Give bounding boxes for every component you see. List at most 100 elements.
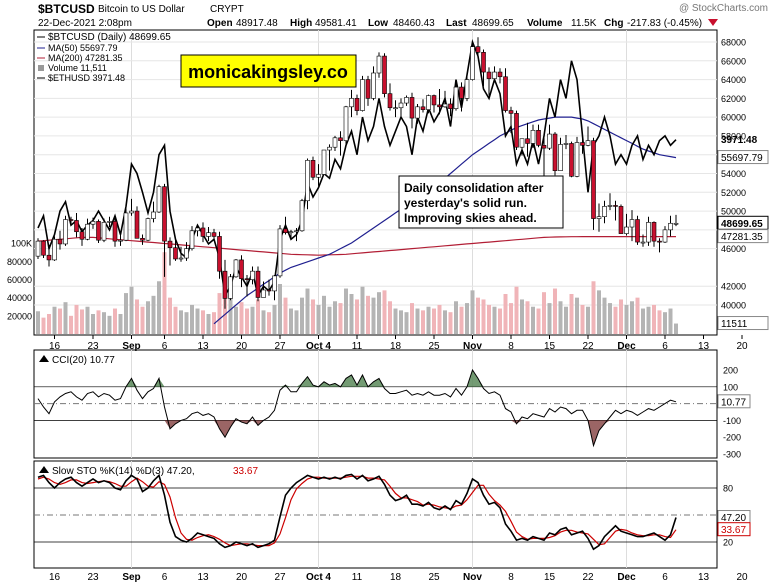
volume-bar: [316, 304, 321, 334]
cci-tick-label: -100: [723, 416, 741, 426]
volume-bar: [410, 303, 414, 334]
volume-bar: [465, 303, 469, 334]
volume-bar: [184, 312, 189, 334]
candle-body: [74, 220, 79, 233]
x-tick-label: 15: [544, 341, 556, 352]
volume-bar: [41, 317, 46, 334]
candle-body: [250, 270, 255, 280]
candle-body: [547, 133, 552, 149]
volume-bar: [129, 286, 134, 334]
candle-body: [360, 79, 365, 111]
legend: $BTCUSD (Daily) 48699.65 MA(50) 55697.79…: [37, 32, 171, 83]
candle-body: [629, 219, 635, 228]
stoch-tick-label: 80: [723, 484, 733, 494]
volume-bar: [399, 310, 403, 334]
candle-body: [41, 240, 46, 256]
candle-body: [536, 129, 541, 146]
header-open-label: Open: [207, 18, 233, 29]
legend-price: $BTCUSD (Daily) 48699.65: [48, 32, 171, 43]
volume-tick-label: 60000: [7, 275, 32, 285]
x-tick-label: 27: [274, 341, 286, 352]
candle-body: [266, 289, 272, 292]
candle-body: [657, 240, 662, 243]
candle-body: [569, 143, 574, 177]
volume-bar: [267, 312, 271, 334]
price-tick-label: 58000: [721, 131, 746, 141]
candle-body: [602, 206, 607, 218]
volume-bar: [630, 301, 634, 334]
volume-bar: [531, 306, 535, 334]
volume-bar: [52, 306, 57, 334]
volume-bar: [349, 294, 354, 334]
cci-tick-label: 200: [723, 366, 738, 376]
candle-body: [585, 140, 591, 146]
volume-bar: [157, 281, 161, 334]
header-last: 48699.65: [472, 18, 514, 29]
candle-body: [239, 259, 244, 279]
x-tick-label: 16: [49, 341, 61, 352]
candle-body: [272, 275, 277, 292]
watermark-stockcharts: @ StockCharts.com: [679, 3, 768, 14]
volume-bar: [421, 310, 425, 334]
volume-bar: [674, 323, 678, 334]
candle-body: [618, 206, 624, 234]
volume-bar: [113, 308, 117, 334]
candle-body: [299, 200, 305, 232]
candle-body: [475, 46, 481, 53]
volume-bar: [173, 306, 178, 334]
price-tag: 11511: [721, 319, 748, 330]
price-tick-label: 42000: [721, 282, 746, 292]
volume-bar: [360, 286, 365, 334]
candle-body: [426, 95, 431, 110]
candle-body: [349, 98, 354, 108]
candle-body: [343, 106, 349, 141]
candle-body: [525, 138, 530, 144]
volume-bar: [201, 310, 205, 334]
candle-body: [442, 103, 448, 108]
volume-bar: [69, 315, 73, 334]
candle-body: [624, 226, 629, 234]
price-tick-label: 46000: [721, 244, 746, 254]
candle-body: [382, 55, 387, 94]
volume-bar: [63, 302, 68, 334]
candle-body: [662, 229, 668, 243]
candle-body: [371, 72, 376, 99]
volume-bar: [102, 312, 106, 334]
volume-tick-label: 80000: [7, 257, 32, 267]
candle-body: [101, 222, 107, 241]
x-tick-label-lower: 6: [662, 572, 668, 583]
candle-body: [277, 228, 283, 277]
candle-body: [613, 205, 618, 207]
cci-line: [37, 368, 677, 448]
candle-body: [35, 240, 41, 257]
candle-body: [431, 95, 437, 106]
candle-body: [338, 137, 343, 141]
candle-body: [107, 221, 112, 223]
volume-tick-label: 40000: [7, 293, 32, 303]
volume-bar: [388, 301, 392, 334]
candle-body: [123, 212, 129, 241]
volume-bar: [481, 299, 486, 334]
volume-bar: [80, 309, 84, 334]
volume-bar: [668, 308, 673, 334]
volume-bar: [283, 297, 288, 334]
candle-body: [52, 238, 57, 261]
watermark-label-box: [180, 54, 357, 88]
candle-body: [558, 144, 563, 171]
x-tick-label-lower: 15: [544, 572, 556, 583]
candle-body: [156, 186, 162, 213]
x-tick-label: 13: [197, 341, 209, 352]
candle-body: [288, 231, 294, 234]
volume-bar: [432, 308, 436, 334]
x-tick-label-lower: Sep: [122, 572, 140, 583]
x-tick-label-lower: 23: [87, 572, 99, 583]
header-high: 49581.41: [315, 18, 357, 29]
volume-bar: [206, 314, 211, 334]
header-high-label: High: [290, 18, 312, 29]
cci-tick-label: -300: [723, 450, 741, 460]
candle-body: [217, 236, 222, 272]
x-tick-label: 6: [662, 341, 668, 352]
header-chg: -217.83 (-0.45%): [627, 18, 702, 29]
volume-bar: [619, 299, 623, 334]
